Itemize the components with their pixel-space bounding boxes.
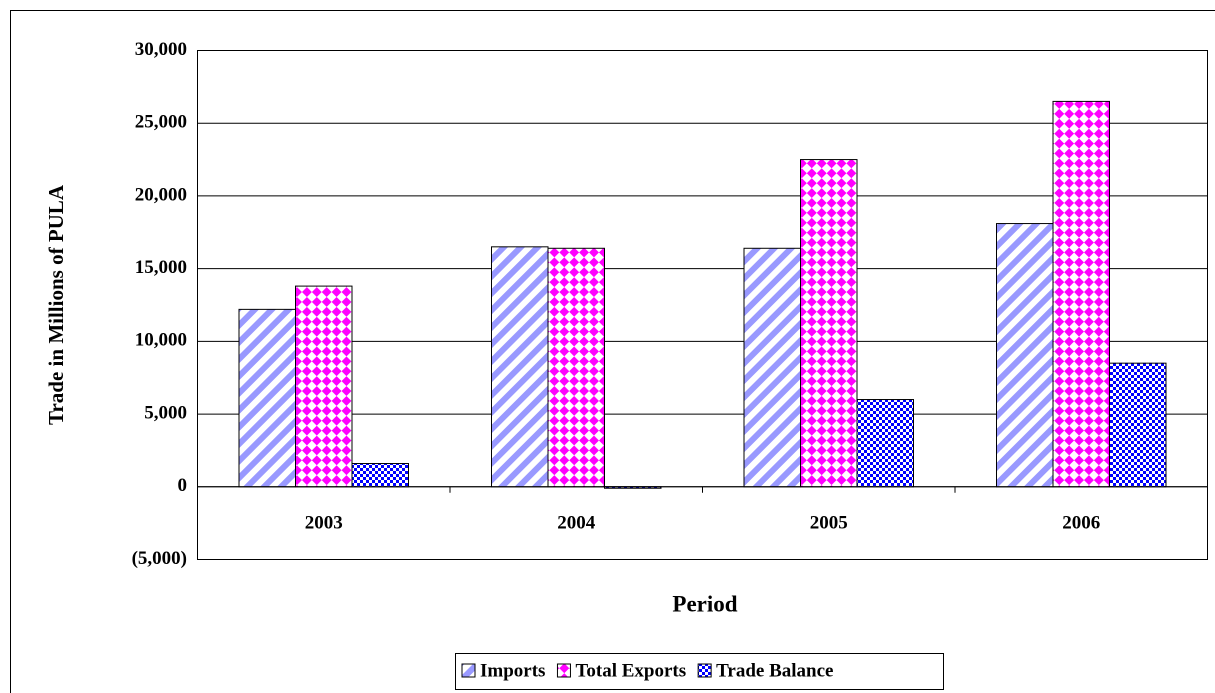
bar — [743, 247, 801, 488]
y-tick-label: 15,000 — [135, 257, 187, 278]
bar — [547, 247, 605, 488]
y-tick-label: 5,000 — [144, 402, 187, 423]
bar — [996, 223, 1054, 488]
y-tick-label: 0 — [178, 475, 188, 496]
legend-swatch — [556, 663, 571, 678]
bar — [1109, 362, 1167, 488]
y-tick-label: 25,000 — [135, 112, 187, 133]
bar — [295, 285, 353, 488]
x-tick-label: 2006 — [1062, 512, 1100, 533]
bar — [1052, 100, 1110, 488]
y-tick-label: 30,000 — [135, 39, 187, 60]
y-tick-label: (5,000) — [132, 548, 187, 569]
bar — [856, 399, 914, 488]
legend-label: Imports — [480, 660, 545, 681]
legend-swatch — [697, 663, 712, 678]
x-tick-label: 2005 — [810, 512, 848, 533]
legend-swatch — [461, 663, 476, 678]
y-tick-label: 10,000 — [135, 330, 187, 351]
legend-label: Total Exports — [575, 660, 686, 681]
bar — [238, 308, 296, 488]
x-tick-label: 2004 — [557, 512, 596, 533]
bar — [351, 463, 409, 488]
y-axis-label: Trade in Millions of PULA — [44, 184, 68, 425]
bar — [800, 159, 858, 488]
y-tick-label: 20,000 — [135, 184, 187, 205]
x-tick-label: 2003 — [305, 512, 343, 533]
legend-label: Trade Balance — [716, 660, 833, 681]
x-axis-label: Period — [672, 591, 737, 616]
bar — [491, 246, 549, 488]
